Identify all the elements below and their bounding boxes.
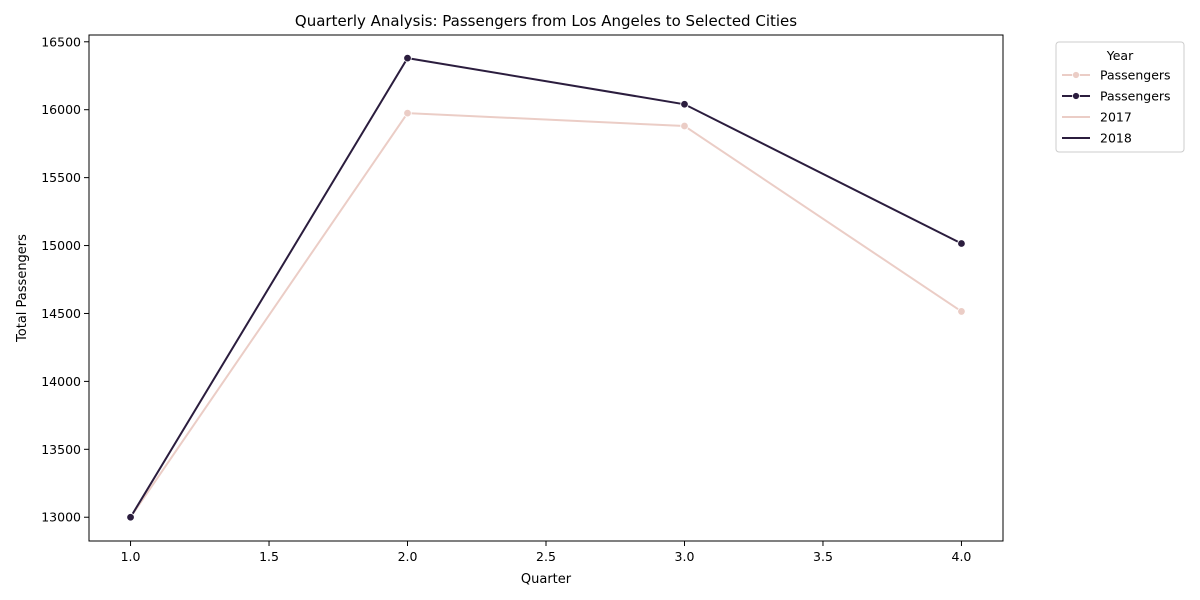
x-tick-label: 2.0 [398,549,418,564]
legend-label: 2018 [1100,131,1132,146]
legend-title: Year [1106,48,1134,63]
legend-label: Passengers [1100,89,1171,104]
data-point-2018 [957,239,966,248]
y-tick-label: 15000 [41,238,81,253]
x-axis-label: Quarter [521,572,572,587]
series-layer [126,53,966,522]
legend-marker [1072,92,1080,100]
y-axis: 13000 13500 14000 14500 15000 15500 16000 16500 [41,34,89,525]
y-tick-label: 15500 [41,170,81,185]
series-line-2018 [129,56,962,518]
y-tick-label: 14500 [41,306,81,321]
x-tick-label: 2.5 [536,549,556,564]
plot-area [88,34,1004,542]
y-tick-label: 16500 [41,34,81,49]
legend: Year Passengers Passengers 2017 2018 [1055,41,1185,153]
x-tick-label: 1.5 [259,549,279,564]
x-tick-label: 1.0 [121,549,141,564]
y-tick-label: 13000 [41,510,81,525]
data-point-2018 [680,100,689,109]
series-line-2017 [129,112,963,518]
legend-marker [1072,71,1080,79]
data-point-2017 [403,108,412,118]
y-tick-label: 16000 [41,102,81,117]
data-point-2018 [126,513,135,522]
legend-label: 2017 [1100,110,1132,125]
chart-title: Quarterly Analysis: Passengers from Los … [295,12,797,30]
legend-label: Passengers [1100,68,1171,83]
data-point-2017 [680,121,689,131]
legend-frame [1055,41,1185,153]
data-point-2018 [403,53,412,63]
x-tick-label: 3.5 [813,549,833,564]
data-point-2017 [957,307,966,316]
y-tick-label: 13500 [41,442,81,457]
y-tick-label: 14000 [41,374,81,389]
x-axis: 1.0 1.5 2.0 2.5 3.0 3.5 4.0 [121,541,972,564]
x-tick-label: 3.0 [675,549,695,564]
y-axis-label: Total Passengers [15,234,30,343]
x-tick-label: 4.0 [952,549,972,564]
